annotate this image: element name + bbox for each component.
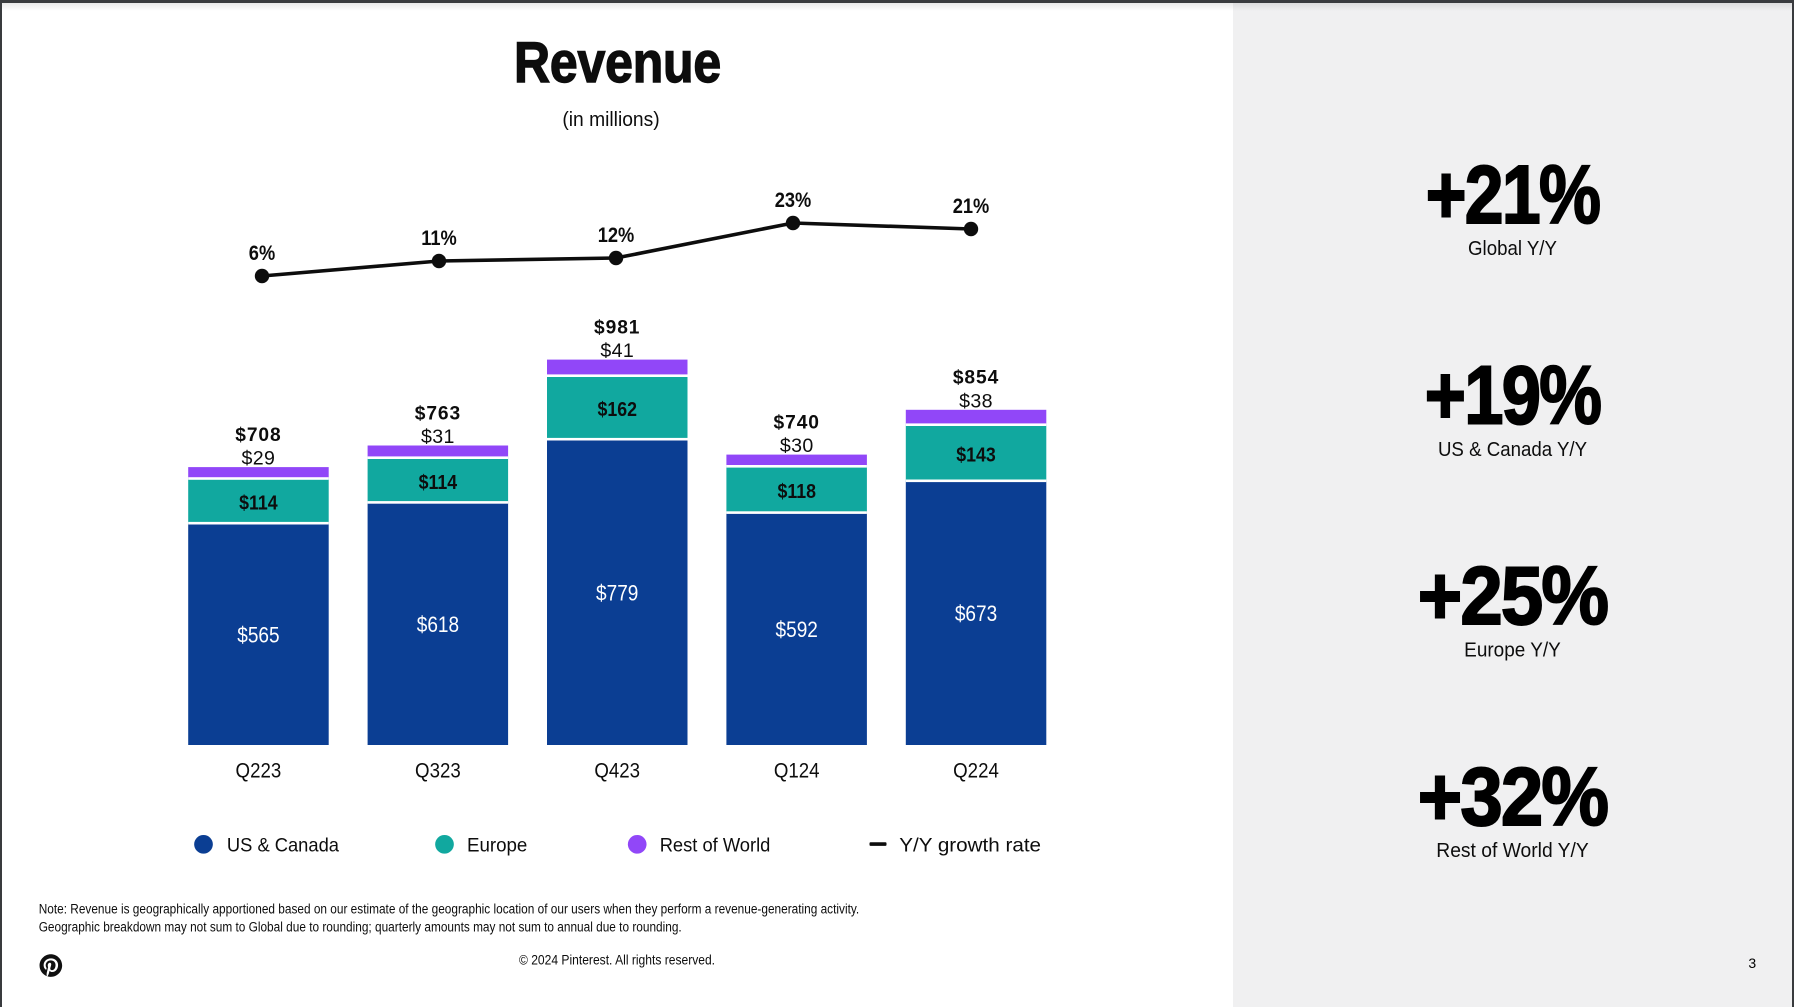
svg-text:$618: $618 <box>417 613 459 638</box>
svg-text:$708: $708 <box>235 425 281 446</box>
svg-text:US & Canada Y/Y: US & Canada Y/Y <box>1438 438 1587 461</box>
svg-text:© 2024 Pinterest. All rights r: © 2024 Pinterest. All rights reserved. <box>519 952 715 968</box>
svg-text:Q323: Q323 <box>415 759 461 782</box>
svg-text:$740: $740 <box>774 412 820 433</box>
svg-text:$29: $29 <box>242 448 276 470</box>
svg-text:11%: 11% <box>421 227 457 250</box>
svg-text:Q124: Q124 <box>774 759 820 782</box>
svg-text:6%: 6% <box>249 242 275 265</box>
svg-text:Rest of World Y/Y: Rest of World Y/Y <box>1436 840 1588 863</box>
svg-text:Global Y/Y: Global Y/Y <box>1468 238 1557 261</box>
svg-text:12%: 12% <box>598 224 635 247</box>
svg-text:$981: $981 <box>594 317 640 338</box>
svg-text:Europe Y/Y: Europe Y/Y <box>1464 639 1561 662</box>
svg-text:+19%: +19% <box>1425 349 1601 442</box>
svg-text:+25%: +25% <box>1418 549 1608 642</box>
svg-text:Rest of World: Rest of World <box>660 834 771 856</box>
svg-text:$565: $565 <box>237 623 279 648</box>
svg-text:Europe: Europe <box>467 835 527 856</box>
svg-text:23%: 23% <box>775 189 812 212</box>
svg-text:$779: $779 <box>596 581 638 606</box>
svg-text:$162: $162 <box>597 399 636 421</box>
svg-text:+21%: +21% <box>1426 149 1600 241</box>
svg-text:21%: 21% <box>953 195 990 218</box>
svg-text:$763: $763 <box>415 403 461 424</box>
svg-text:(in millions): (in millions) <box>562 108 659 131</box>
svg-text:$38: $38 <box>959 390 993 412</box>
svg-text:Q224: Q224 <box>953 759 999 782</box>
svg-text:Note: Revenue is geographicall: Note: Revenue is geographically apportio… <box>39 901 860 917</box>
svg-text:Geographic breakdown may not s: Geographic breakdown may not sum to Glob… <box>39 919 682 935</box>
svg-text:$114: $114 <box>419 472 458 494</box>
svg-text:$673: $673 <box>955 602 997 627</box>
svg-text:US & Canada: US & Canada <box>227 834 340 856</box>
svg-text:$114: $114 <box>239 493 278 515</box>
svg-text:Y/Y growth rate: Y/Y growth rate <box>899 835 1041 856</box>
svg-text:Q423: Q423 <box>594 759 640 782</box>
svg-text:$592: $592 <box>776 618 818 643</box>
svg-text:$31: $31 <box>421 426 455 448</box>
svg-text:3: 3 <box>1748 955 1756 971</box>
svg-text:Revenue: Revenue <box>514 31 721 95</box>
svg-text:$118: $118 <box>777 481 816 503</box>
svg-text:$854: $854 <box>953 368 999 389</box>
svg-text:$143: $143 <box>956 444 995 466</box>
svg-text:$41: $41 <box>600 340 634 362</box>
svg-text:+32%: +32% <box>1418 750 1608 843</box>
svg-text:Q223: Q223 <box>236 759 282 782</box>
svg-text:$30: $30 <box>780 435 814 457</box>
